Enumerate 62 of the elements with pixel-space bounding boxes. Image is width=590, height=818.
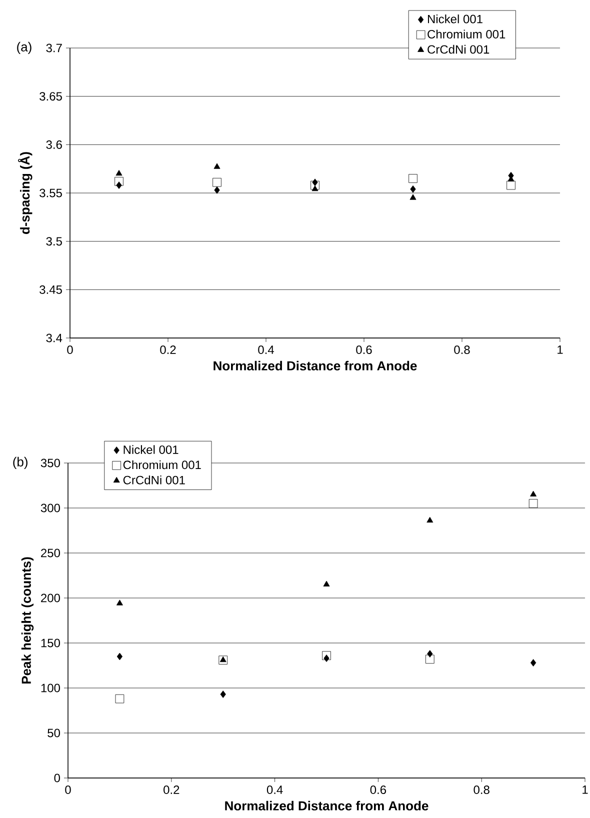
y-tick-label: 350 <box>40 458 60 468</box>
point <box>530 659 536 666</box>
legend-label: Nickel 001 <box>428 14 482 24</box>
y-tick-label: 3.45 <box>40 285 62 294</box>
text: (a) <box>17 42 32 54</box>
point <box>212 178 222 187</box>
legend-label: Chromium 001 <box>123 460 201 470</box>
point <box>528 499 538 508</box>
point <box>312 185 318 192</box>
y-axis-title: Peak height (counts) <box>21 557 34 684</box>
point <box>408 174 418 183</box>
point <box>310 180 320 190</box>
x-axis-title: Normalized Distance from Anode <box>214 360 417 370</box>
y-axis-title: d-spacing (Å) <box>18 152 32 234</box>
y-tick-label: 3.55 <box>40 188 62 198</box>
y-tick-label: 300 <box>40 504 60 512</box>
x-tick-label: 1 <box>582 786 588 794</box>
x-tick-label: 0.4 <box>266 786 283 794</box>
point <box>220 690 226 698</box>
legend-label: CrCdNi 001 <box>428 44 490 54</box>
point <box>426 654 434 664</box>
text: (b) <box>13 456 28 470</box>
y-tick-label: 50 <box>48 728 60 738</box>
y-tick-label: 3.65 <box>40 92 62 101</box>
point <box>116 170 122 176</box>
x-tick-label: 0.6 <box>356 346 372 354</box>
point <box>322 651 331 660</box>
x-tick-label: 0.2 <box>160 346 176 354</box>
point <box>115 694 124 704</box>
legend-label: Nickel 001 <box>124 445 178 454</box>
point <box>116 652 123 660</box>
y-tick-label: 200 <box>41 594 60 602</box>
x-tick-label: 0.4 <box>258 346 274 354</box>
y-tick-label: 100 <box>41 684 60 692</box>
x-tick-label: 0.2 <box>164 786 180 794</box>
point <box>114 176 124 186</box>
y-tick-label: 3.6 <box>46 140 62 149</box>
y-tick-label: 3.4 <box>46 334 62 342</box>
point <box>410 194 416 200</box>
point <box>410 185 416 193</box>
x-tick-label: 0.6 <box>370 786 386 794</box>
point <box>506 180 516 190</box>
y-tick-label: 250 <box>41 548 60 558</box>
x-tick-label: 0.8 <box>454 346 470 354</box>
y-tick-label: 3.7 <box>46 44 62 52</box>
x-tick-label: 0 <box>65 786 71 794</box>
legend-label: CrCdNi 001 <box>123 476 185 484</box>
y-tick-label: 150 <box>41 638 60 648</box>
legend-label: Chromium 001 <box>428 30 506 38</box>
x-tick-label: 1 <box>558 346 563 354</box>
point <box>116 600 123 606</box>
y-tick-label: 0 <box>54 774 60 782</box>
x-tick-label: 0 <box>67 346 73 354</box>
point <box>426 516 434 523</box>
x-tick-label: 0.8 <box>474 786 490 794</box>
point <box>530 490 537 496</box>
point <box>214 186 220 194</box>
point <box>214 163 220 169</box>
x-axis-title: Normalized Distance from Anode <box>225 800 428 810</box>
point <box>324 654 330 662</box>
y-tick-label: 3.5 <box>46 237 62 246</box>
point <box>323 580 330 586</box>
